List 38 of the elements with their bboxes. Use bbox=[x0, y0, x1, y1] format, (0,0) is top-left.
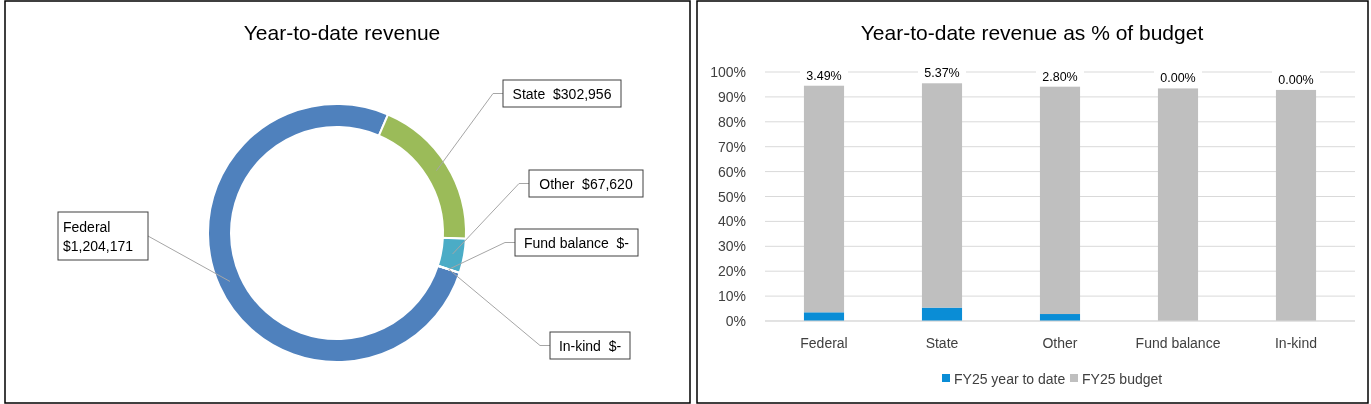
chart-title: Year-to-date revenue bbox=[243, 21, 441, 44]
bar bbox=[803, 85, 845, 313]
annotation: 3.49% bbox=[806, 68, 842, 83]
bar bbox=[1157, 88, 1199, 321]
annotation: 0.00% bbox=[1278, 72, 1314, 87]
y-tick-label: 100% bbox=[710, 64, 746, 80]
bar bbox=[1039, 86, 1081, 315]
slice-label: Other $67,620 bbox=[539, 176, 633, 192]
y-tick-label: 40% bbox=[717, 213, 746, 230]
legend-label: FY25 year to date bbox=[954, 371, 1066, 387]
x-tick-label: In-kind bbox=[1274, 335, 1318, 351]
y-tick-label: 70% bbox=[717, 138, 746, 155]
y-tick-label: 80% bbox=[717, 113, 746, 130]
y-tick-label: 50% bbox=[717, 188, 746, 205]
annotation: 0.00% bbox=[1160, 71, 1196, 86]
y-tick-label: 30% bbox=[717, 238, 746, 255]
bar bbox=[803, 312, 845, 321]
bar bbox=[921, 83, 963, 308]
category-label: In-kind $- bbox=[558, 338, 622, 354]
chart-title: Year-to-date revenue as % of budget bbox=[860, 21, 1204, 44]
y-tick-label: 60% bbox=[717, 163, 746, 180]
y-tick-label: 20% bbox=[717, 263, 746, 280]
legend-label: FY25 budget bbox=[1082, 371, 1163, 387]
x-tick-label: Fund balance bbox=[1135, 335, 1221, 351]
x-tick-label: Federal bbox=[800, 335, 848, 351]
category-label: Fund balance $- bbox=[523, 235, 630, 251]
data-label: $1,204,171 bbox=[63, 238, 134, 254]
y-tick-label: 90% bbox=[717, 88, 746, 105]
annotation: 2.80% bbox=[1042, 69, 1078, 84]
bar bbox=[1275, 89, 1317, 321]
annotation: 5.37% bbox=[924, 66, 960, 81]
x-tick-label: State bbox=[925, 335, 959, 351]
y-tick-label: 10% bbox=[717, 288, 746, 305]
bar bbox=[921, 307, 963, 321]
y-tick-label: 0% bbox=[725, 313, 746, 329]
slice-label: State $302,956 bbox=[512, 86, 612, 102]
x-tick-label: Other bbox=[1042, 335, 1078, 351]
slice-label: Federal bbox=[63, 219, 111, 235]
